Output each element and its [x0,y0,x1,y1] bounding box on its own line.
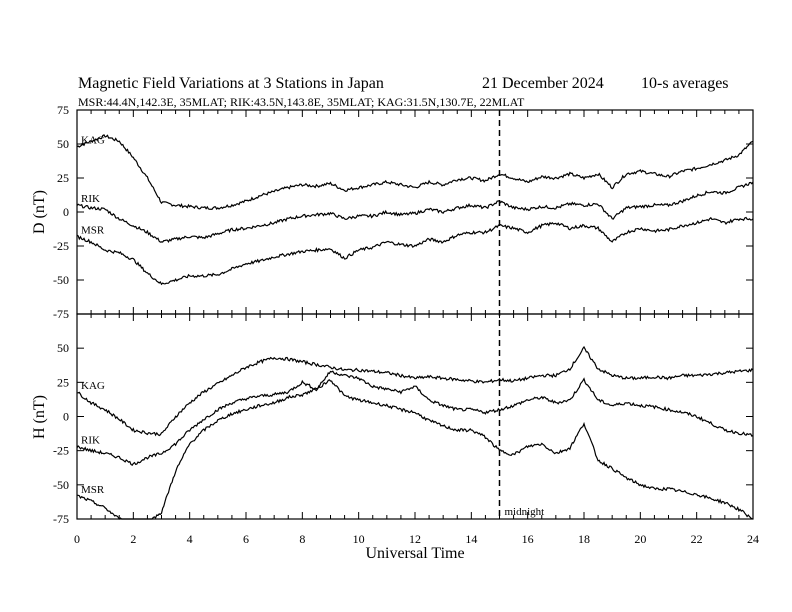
series-label-msr: MSR [81,484,105,496]
series-line-rik [76,370,754,467]
y-tick-label: -50 [53,273,69,287]
series-label-msr: MSR [81,224,105,236]
x-tick-label: 22 [691,532,703,546]
x-tick-label: 20 [634,532,646,546]
chart-subtitle: MSR:44.4N,142.3E, 35MLAT; RIK:43.5N,143.… [78,95,525,109]
plot-layer: 75 50 25 0 -25 -50 -75 KAG RIK MSR 50 25 0 -25 -50 -75 K… [53,103,759,546]
series-line-msr [76,379,754,520]
x-tick-label: 12 [409,532,421,546]
h-axis-title: H (nT) [31,395,48,439]
x-tick-label: 10 [353,532,365,546]
chart-date: 21 December 2024 [482,75,604,92]
y-tick-label: 0 [63,410,69,424]
y-tick-label: 0 [63,205,69,219]
x-tick-label: 0 [74,532,80,546]
x-axis-title: Universal Time [365,545,464,562]
y-tick-label: 25 [57,375,69,389]
y-tick-label: 50 [57,137,69,151]
series-line-msr [76,216,754,286]
y-tick-label: -50 [53,478,69,492]
series-label-kag: KAG [81,135,105,147]
x-tick-label: 16 [522,532,534,546]
y-tick-label: -25 [53,239,69,253]
y-tick-label: -75 [53,512,69,526]
x-tick-label: 24 [747,532,759,546]
y-tick-label: -75 [53,307,69,321]
series-label-kag: KAG [81,380,105,392]
panel-frame-1 [76,313,754,520]
x-tick-label: 8 [299,532,305,546]
series-line-rik [76,181,754,243]
y-tick-label: -25 [53,444,69,458]
series-label-rik: RIK [81,193,100,205]
y-tick-label: 75 [57,103,69,117]
y-tick-label: 25 [57,171,69,185]
y-tick-label: 50 [57,341,69,355]
midnight-label: midnight [505,506,545,518]
chart-averaging: 10-s averages [641,75,729,92]
series-line-kag [77,345,754,437]
x-tick-label: 6 [243,532,249,546]
x-tick-label: 14 [465,532,477,546]
series-line-kag [76,134,754,211]
d-axis-title: D (nT) [31,190,48,234]
series-label-rik: RIK [81,435,100,447]
x-tick-label: 2 [130,532,136,546]
x-tick-label: 4 [187,532,193,546]
x-tick-label: 18 [578,532,590,546]
chart-title: Magnetic Field Variations at 3 Stations … [78,75,384,92]
